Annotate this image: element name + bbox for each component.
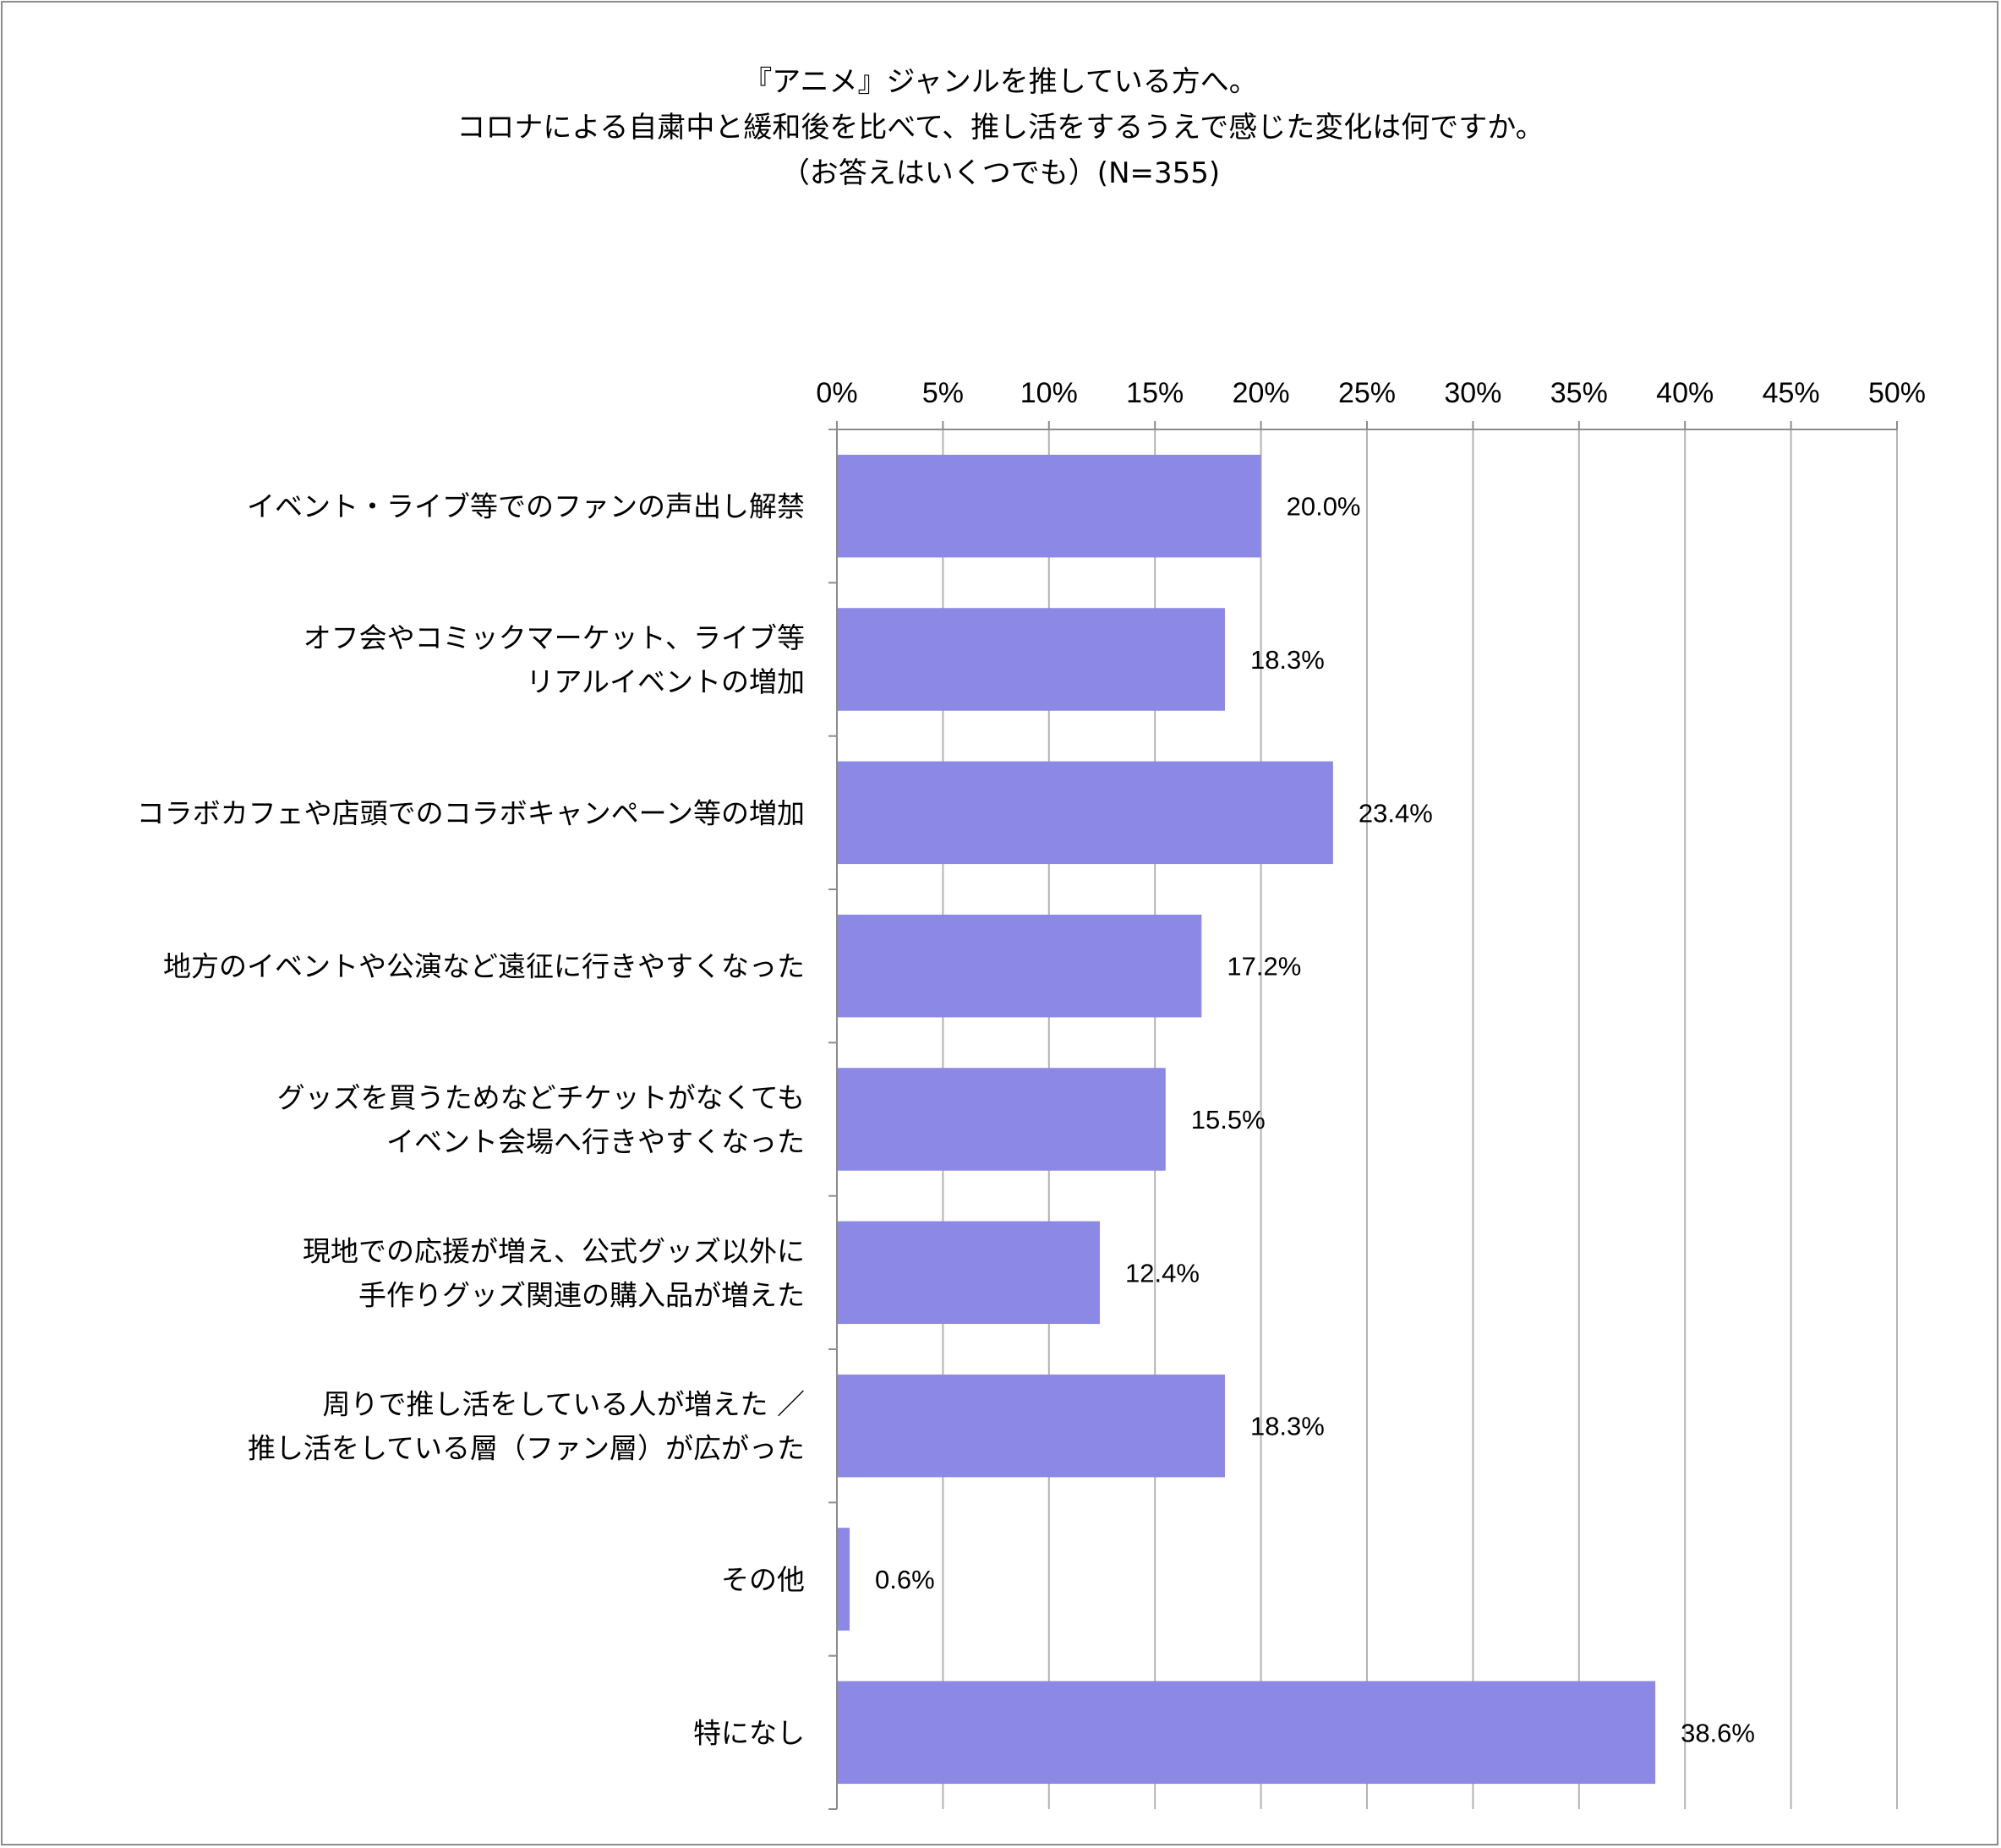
axes [828,429,1897,1810]
bar [837,1374,1225,1478]
x-tick-label: 50% [1868,377,1926,409]
category-label: グッズを買うためなどチケットがなくてもイベント会場へ行きやすくなった [277,1081,805,1158]
bar [837,454,1261,558]
x-tick-label: 20% [1233,377,1290,409]
x-tick-label: 0% [816,377,857,409]
x-axis-ticks: 0% 5% 10% 15% 20% 25% 30% 35% 40% 45% 50% [816,377,1926,429]
value-label: 20.0% [1287,492,1361,522]
value-label: 17.2% [1227,952,1301,981]
chart-title-line-3: （お答えはいくつでも）(N=355) [780,156,1221,190]
category-label: 周りで推し活をしている人が増えた ／ 推し活をしている層（ファン層）が広がった [248,1388,805,1465]
category-label: オフ会やコミックマーケット、ライブ等リアルイベントの増加 [303,621,805,698]
x-tick-label: 25% [1338,377,1396,409]
value-label: 12.4% [1125,1258,1200,1288]
category-label-line: その他 [721,1563,805,1596]
bars [837,454,1656,1785]
x-tick-label: 15% [1126,377,1184,409]
x-tick-label: 10% [1020,377,1078,409]
bar [837,1528,850,1631]
category-label-line: 現地での応援が増え、公式グッズ以外に [303,1234,805,1267]
x-tick-label: 30% [1444,377,1501,409]
value-label: 18.3% [1250,1412,1325,1441]
category-label: 現地での応援が増え、公式グッズ以外に手作りグッズ関連の購入品が増えた [303,1234,805,1311]
category-label-line: 特になし [693,1716,805,1749]
category-label-line: イベント会場へ行きやすくなった [386,1125,805,1158]
x-tick-label: 40% [1656,377,1714,409]
value-label: 15.5% [1191,1105,1266,1134]
bar [837,608,1225,711]
category-label-line: リアルイベントの増加 [526,665,805,698]
bar [837,761,1333,865]
category-label: その他 [721,1563,805,1596]
chart-title: 『アニメ』ジャンルを推している方へ。 コロナによる自粛中と緩和後を比べて、推し活… [0,59,2001,196]
category-label-line: 地方のイベントや公演など遠征に行きやすくなった [163,950,805,983]
chart-title-line-1: 『アニメ』ジャンルを推している方へ。 [743,65,1258,99]
category-label: 特になし [693,1716,805,1749]
category-label-line: オフ会やコミックマーケット、ライブ等 [303,621,805,654]
category-label-line: イベント・ライブ等でのファンの声出し解禁 [247,490,805,523]
chart-title-line-2: コロナによる自粛中と緩和後を比べて、推し活をするうえで感じた変化は何ですか。 [457,111,1544,145]
value-label: 18.3% [1250,645,1325,675]
x-tick-label: 5% [922,377,964,409]
category-labels: イベント・ライブ等でのファンの声出し解禁オフ会やコミックマーケット、ライブ等リア… [137,490,805,1750]
category-label-line: 推し活をしている層（ファン層）が広がった [248,1432,805,1465]
category-label-line: コラボカフェや店頭でのコラボキャンペーン等の増加 [137,796,805,829]
category-label-line: 手作りグッズ関連の購入品が増えた [358,1278,805,1311]
category-label-line: グッズを買うためなどチケットがなくても [277,1081,805,1114]
value-label: 23.4% [1359,798,1433,828]
bar [837,1068,1166,1171]
category-label-line: 周りで推し活をしている人が増えた ／ [323,1388,806,1421]
category-label: 地方のイベントや公演など遠征に行きやすくなった [163,950,805,983]
x-tick-label: 35% [1550,377,1608,409]
bar [837,1681,1656,1785]
category-label: イベント・ライブ等でのファンの声出し解禁 [247,490,805,523]
bar [837,1221,1100,1325]
value-label: 0.6% [875,1565,935,1594]
x-tick-label: 45% [1763,377,1820,409]
category-label: コラボカフェや店頭でのコラボキャンペーン等の増加 [137,796,805,829]
value-labels: 20.0% 18.3% 23.4% 17.2% 15.5% 12.4% 18.3% 0.6% 3… [875,492,1755,1748]
bar [837,914,1202,1018]
value-label: 38.6% [1681,1718,1755,1747]
